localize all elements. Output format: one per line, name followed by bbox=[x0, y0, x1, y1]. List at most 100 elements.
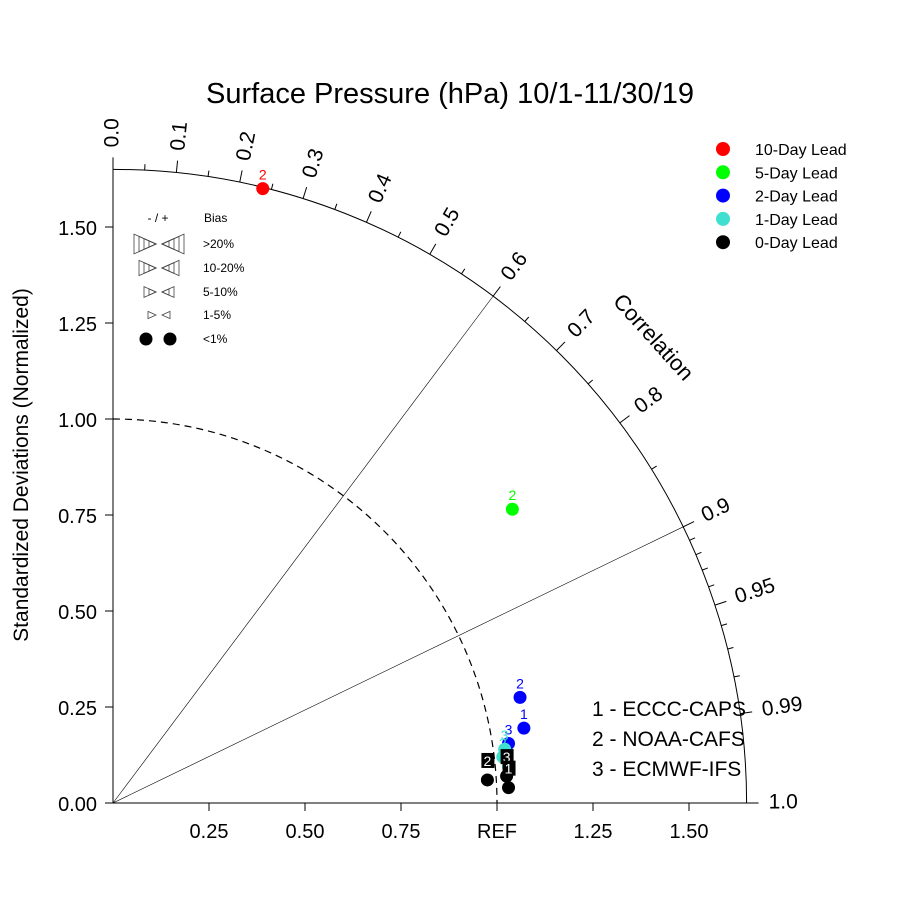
correlation-tick bbox=[492, 286, 501, 297]
data-point-label: 1 bbox=[505, 761, 513, 777]
bias-glyph-negative bbox=[138, 235, 157, 253]
y-tick-label: 1.50 bbox=[58, 218, 97, 240]
legend-marker bbox=[716, 235, 730, 250]
data-point-label: 2 bbox=[484, 753, 492, 769]
bias-legend-row-label: <1% bbox=[203, 332, 228, 346]
correlation-minor-tick bbox=[587, 379, 594, 385]
correlation-tick-label: 0.8 bbox=[630, 382, 667, 418]
data-point-label-box bbox=[500, 749, 514, 765]
axis-layer: 0.00 0.25 0.50 0.75 1.00 1.25 1.50 0.25 0.50 0.75… bbox=[58, 168, 748, 843]
correlation-tick-label: 0.1 bbox=[166, 120, 192, 151]
legend-marker bbox=[716, 188, 730, 203]
bias-glyph-negative bbox=[148, 264, 157, 272]
correlation-minor-tick bbox=[334, 203, 338, 210]
data-point bbox=[505, 502, 519, 516]
bias-glyph-positive bbox=[161, 310, 171, 320]
data-point bbox=[256, 182, 270, 196]
data-point-label: 2 bbox=[499, 735, 507, 751]
bias-legend-row-label: 10-20% bbox=[203, 261, 245, 275]
bias-glyph-negative bbox=[148, 288, 157, 296]
bias-legend-row-label: 5-10% bbox=[203, 285, 238, 299]
grid-layer bbox=[112, 295, 684, 804]
data-point-label: 3 bbox=[501, 727, 509, 743]
bias-glyph-positive bbox=[161, 285, 175, 299]
data-point-label: 1 bbox=[520, 706, 528, 722]
bias-glyph-negative bbox=[143, 285, 157, 299]
correlation-tick-label: 0.5 bbox=[430, 204, 465, 241]
bias-glyph-positive bbox=[161, 288, 170, 296]
y-tick-label: 0.25 bbox=[58, 698, 97, 720]
y-tick-label: 0.75 bbox=[58, 506, 97, 528]
correlation-minor-tick bbox=[524, 316, 530, 322]
correlation-tick-label: 0.6 bbox=[496, 248, 532, 285]
correlation-tick bbox=[302, 186, 308, 199]
reference-std-arc bbox=[112, 418, 498, 804]
correlation-tick-label: 0.4 bbox=[364, 170, 397, 206]
bias-glyph-negative bbox=[133, 233, 157, 255]
data-point-label: 3 bbox=[505, 721, 513, 737]
correlation-tick bbox=[239, 170, 243, 183]
correlation-line-0 bbox=[112, 295, 494, 804]
data-point bbox=[480, 773, 494, 787]
correlation-minor-tick bbox=[461, 268, 466, 275]
model-legend-entry: 3 - ECMWF-IFS bbox=[592, 758, 741, 781]
correlation-tick-label: 0.95 bbox=[732, 574, 778, 609]
correlation-minor-tick bbox=[397, 231, 402, 238]
correlation-minor-tick bbox=[702, 567, 709, 571]
model-legend: 1 - ECCC-CAPS 2 - NOAA-CAFS 3 - ECMWF-IFS bbox=[592, 698, 746, 781]
x-tick-label: 0.75 bbox=[382, 821, 421, 843]
correlation-minor-tick bbox=[727, 647, 734, 650]
model-legend-entry: 2 - NOAA-CAFS bbox=[592, 728, 745, 751]
correlation-line-1 bbox=[112, 526, 684, 804]
y-tick-label: 0.50 bbox=[58, 602, 97, 624]
correlation-tick bbox=[714, 600, 727, 606]
x-tick-label: 0.50 bbox=[286, 821, 325, 843]
bias-glyph-positive bbox=[161, 259, 180, 277]
legend-marker bbox=[716, 142, 730, 156]
data-point bbox=[502, 781, 516, 795]
y-tick-label: 1.00 bbox=[58, 410, 97, 432]
series-legend: 10-Day Lead 5-Day Lead 2-Day Lead 1-Day Lea… bbox=[716, 142, 847, 252]
bias-glyph-positive bbox=[161, 264, 170, 272]
data-point-label: 3 bbox=[503, 749, 511, 765]
model-legend-entry: 1 - ECCC-CAPS bbox=[592, 698, 746, 721]
correlation-minor-tick bbox=[689, 537, 696, 541]
legend-label: 0-Day Lead bbox=[755, 235, 838, 252]
correlation-tick-label: 1.0 bbox=[769, 791, 798, 814]
data-point-label: 2 bbox=[516, 675, 524, 691]
correlation-tick bbox=[619, 415, 630, 424]
correlation-tick bbox=[740, 711, 753, 715]
correlation-tick-label: 0.99 bbox=[760, 692, 804, 721]
correlation-tick bbox=[365, 211, 372, 223]
y-axis-label: Standardized Deviations (Normalized) bbox=[10, 288, 33, 642]
data-point bbox=[513, 690, 527, 704]
x-tick-label: REF bbox=[477, 821, 517, 843]
bias-legend-row-label: 1-5% bbox=[203, 308, 231, 322]
bias-glyph-negative bbox=[139, 332, 153, 346]
bias-legend: - / + Bias >20% 10-20% 5-10% 1-5% <1% bbox=[133, 211, 245, 346]
bias-glyph-positive bbox=[161, 240, 170, 248]
bias-legend-row-label: >20% bbox=[203, 237, 234, 251]
bias-glyph-positive bbox=[161, 261, 175, 275]
legend-marker bbox=[716, 165, 730, 180]
correlation-tick-label: 0.9 bbox=[698, 493, 734, 526]
correlation-arc-label: Correlation bbox=[608, 289, 699, 386]
x-tick-label: 1.50 bbox=[670, 821, 709, 843]
x-tick-label: 0.25 bbox=[190, 821, 229, 843]
data-point-label-box bbox=[502, 760, 516, 776]
legend-marker bbox=[716, 211, 730, 226]
data-point bbox=[517, 721, 531, 735]
chart-title: Surface Pressure (hPa) 10/1-11/30/19 bbox=[206, 78, 694, 110]
correlation-minor-tick bbox=[270, 183, 274, 190]
correlation-tick-label: 0.0 bbox=[101, 118, 124, 147]
x-tick-label: 1.25 bbox=[574, 821, 613, 843]
bias-glyph-negative bbox=[138, 259, 157, 277]
bias-glyph-negative bbox=[147, 310, 157, 320]
correlation-minor-tick bbox=[708, 584, 715, 588]
correlation-minor-tick bbox=[733, 675, 740, 678]
correlation-minor-tick bbox=[651, 465, 657, 470]
y-tick-label: 1.25 bbox=[58, 314, 97, 336]
y-tick-label: 0.00 bbox=[58, 794, 97, 816]
correlation-tick-label: 0.3 bbox=[298, 146, 329, 181]
